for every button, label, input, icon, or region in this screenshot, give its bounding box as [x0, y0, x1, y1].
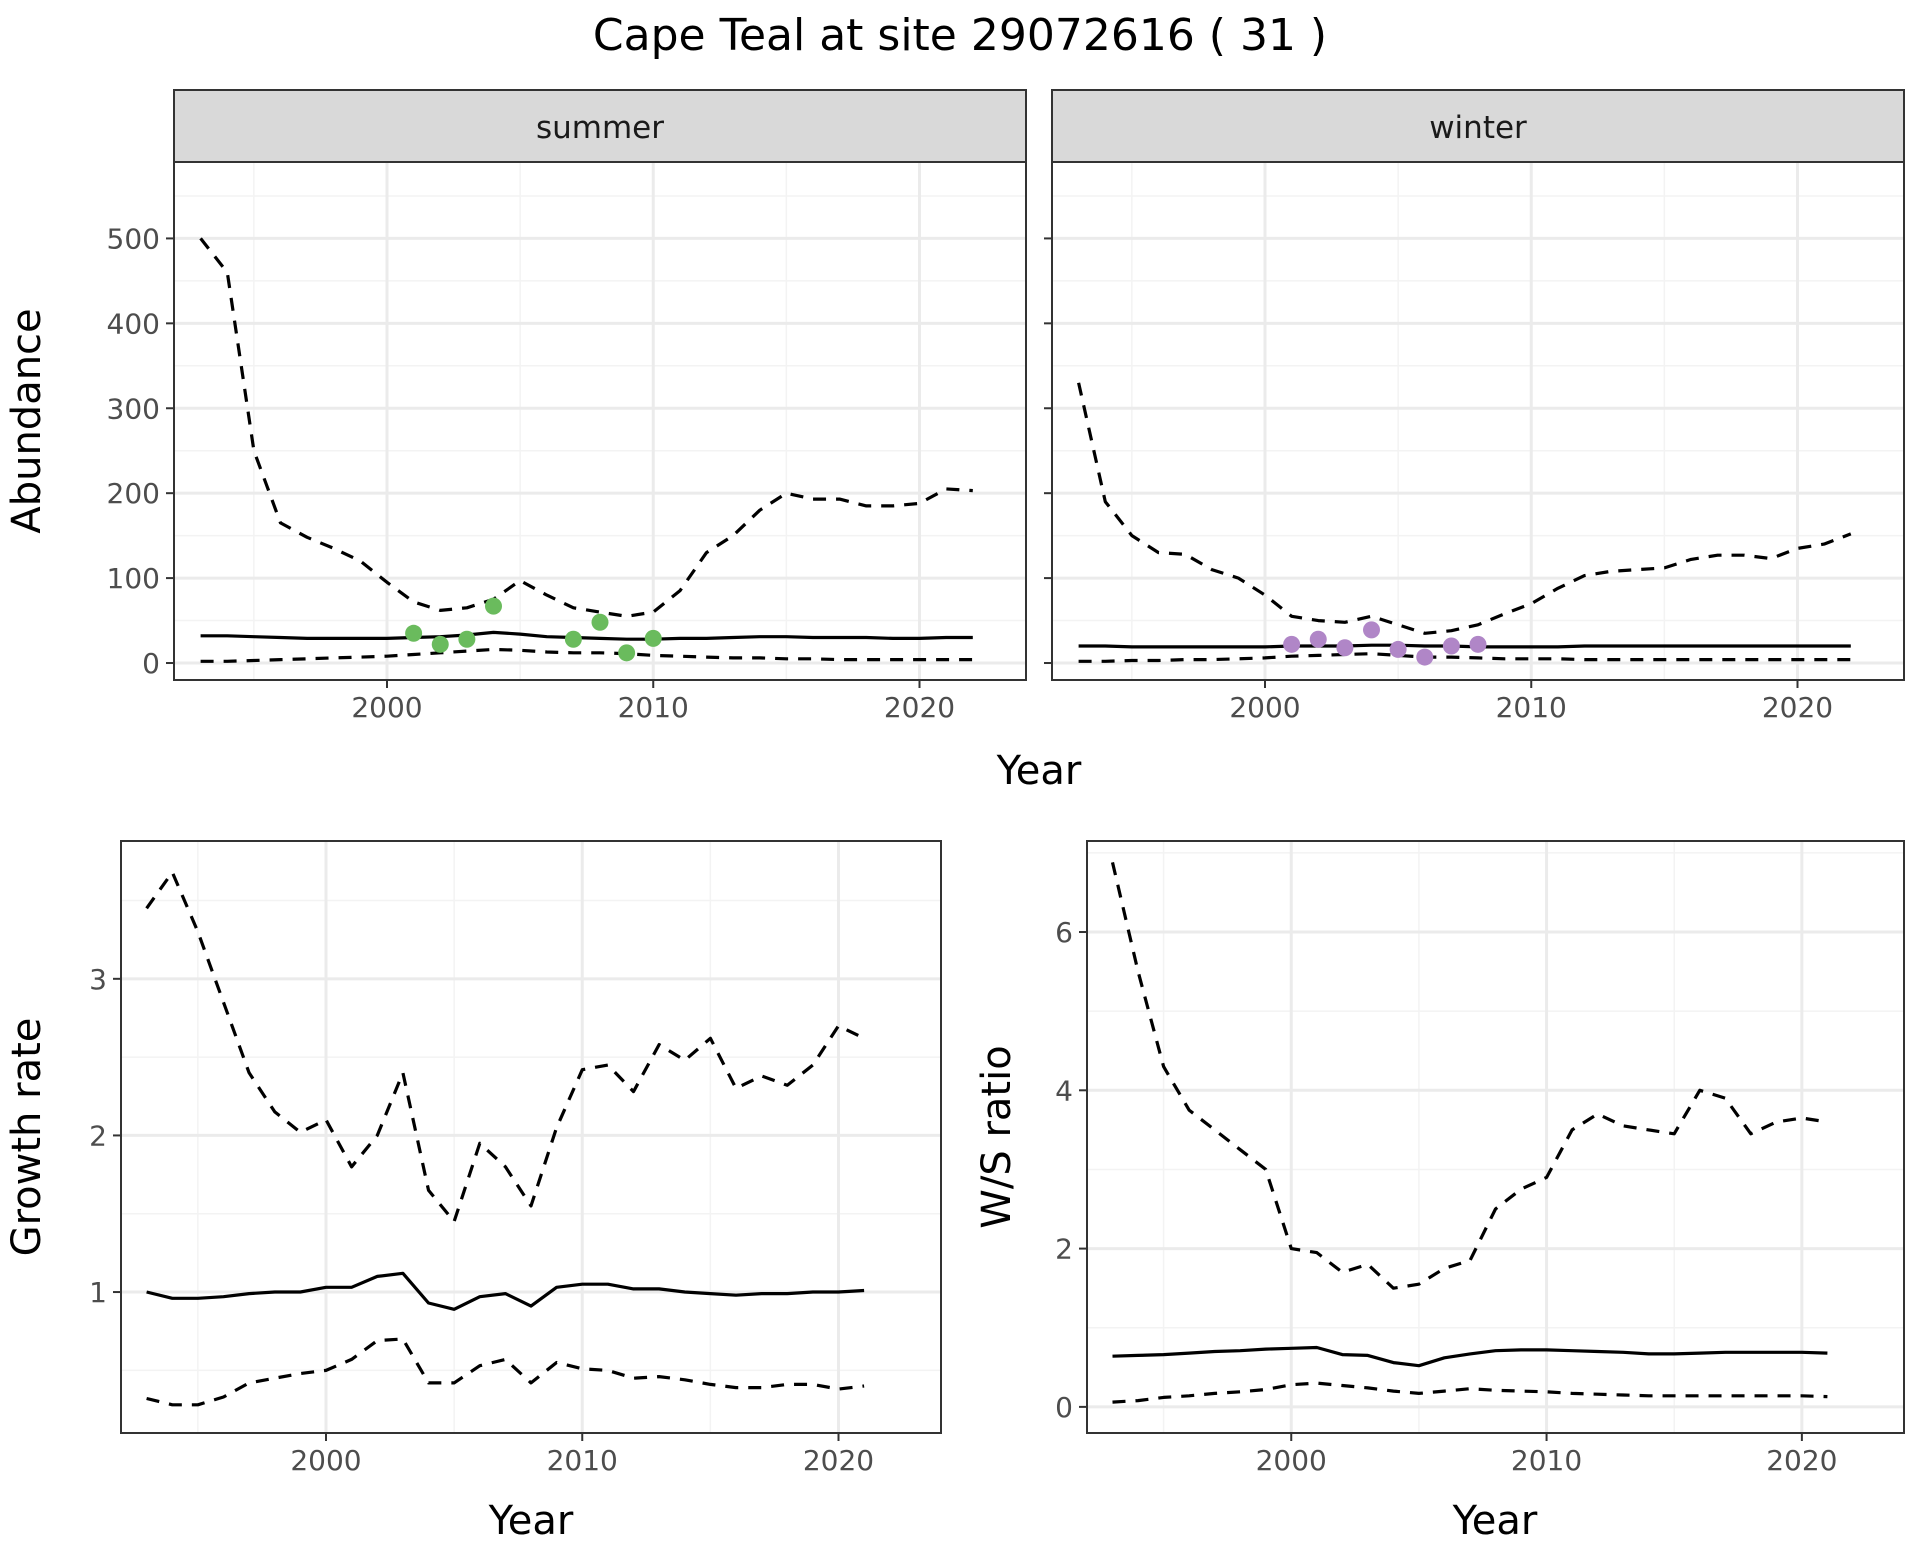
x-tick-label: 2020	[803, 1444, 874, 1477]
axes-ws-ratio: 2000 2010 2020 0 2 4 6	[1055, 916, 1837, 1477]
series-line-upper	[145, 870, 865, 1224]
y-tick-label: 1	[89, 1276, 107, 1309]
data-point	[1309, 630, 1327, 648]
y-tick-label: 2	[89, 1119, 107, 1152]
data-point	[458, 630, 476, 648]
marks-abundance-winter	[1077, 382, 1852, 666]
x-axis-title-abundance: Year	[996, 748, 1082, 794]
series-line-lower	[146, 1337, 865, 1407]
marks-abundance-summer	[199, 237, 973, 663]
grid-growth-rate	[121, 841, 941, 1433]
x-tick-label: 2000	[290, 1444, 361, 1477]
data-point	[1389, 640, 1407, 658]
data-point	[1442, 637, 1460, 655]
axes-abundance-summer: 2000 2010 2020 0 100 200 300 400 500	[107, 222, 956, 724]
y-axis-title-growth-rate: Growth rate	[4, 1018, 50, 1257]
series-line-lower	[1112, 1381, 1828, 1404]
y-tick-label: 200	[107, 477, 160, 510]
x-tick-label: 2000	[1256, 1444, 1327, 1477]
y-tick-label: 500	[107, 222, 160, 255]
y-tick-label: 0	[142, 647, 160, 680]
data-point	[591, 613, 609, 631]
series-line-upper	[1110, 862, 1828, 1290]
y-tick-label: 2	[1055, 1233, 1073, 1266]
x-axis-title-ws-ratio: Year	[1452, 1498, 1538, 1544]
series-line-estimate	[1112, 1345, 1828, 1368]
grid-abundance-winter	[1052, 162, 1904, 680]
y-axis-title-ws-ratio: W/S ratio	[974, 1045, 1020, 1228]
data-point	[644, 629, 662, 647]
data-point	[405, 624, 423, 642]
strip-background-summer	[173, 89, 1027, 163]
panel-border-ws-ratio	[1086, 840, 1905, 1434]
panel-growth-rate: 2000 2010 2020 1 2 3	[89, 840, 942, 1477]
series-line-estimate	[1078, 643, 1851, 649]
x-axis-title-growth-rate: Year	[488, 1498, 574, 1544]
x-tick-label: 2010	[1496, 691, 1567, 724]
series-line-upper	[1077, 382, 1852, 635]
y-tick-label: 0	[1055, 1391, 1073, 1424]
data-point	[564, 630, 582, 648]
y-tick-label: 300	[107, 392, 160, 425]
strip-background-winter	[1051, 89, 1905, 163]
x-tick-label: 2020	[1766, 1444, 1837, 1477]
axes-growth-rate: 2000 2010 2020 1 2 3	[89, 963, 874, 1477]
panel-abundance-winter: winter 2000 2010 2020	[1044, 89, 1905, 724]
y-tick-label: 3	[89, 963, 107, 996]
x-tick-label: 2000	[1229, 691, 1300, 724]
series-line-upper	[199, 237, 973, 618]
data-point	[1336, 639, 1354, 657]
series-line-estimate	[200, 630, 973, 641]
x-tick-label: 2010	[547, 1444, 618, 1477]
data-point	[618, 644, 636, 662]
y-axis-title-abundance: Abundance	[4, 308, 50, 533]
x-tick-label: 2010	[1511, 1444, 1582, 1477]
axes-abundance-winter: 2000 2010 2020	[1044, 237, 1833, 724]
y-tick-label: 4	[1055, 1074, 1073, 1107]
grid-ws-ratio	[1087, 841, 1904, 1433]
x-tick-label: 2020	[1762, 691, 1833, 724]
y-tick-label: 400	[107, 307, 160, 340]
grid-abundance-summer	[174, 162, 1026, 680]
strip-label-summer: summer	[536, 110, 664, 146]
data-point	[485, 597, 502, 615]
y-tick-label: 100	[107, 562, 160, 595]
panel-border-winter	[1051, 161, 1905, 681]
data-point	[1363, 621, 1380, 639]
panel-abundance-summer: summer 2000 2010 2020 0 100 200 300 400 500	[107, 89, 1027, 724]
data-point	[1283, 635, 1301, 653]
data-point	[1416, 648, 1434, 666]
x-tick-label: 2000	[351, 691, 422, 724]
panel-border-summer	[173, 161, 1027, 681]
marks-ws-ratio	[1110, 862, 1828, 1404]
panel-ws-ratio: 2000 2010 2020 0 2 4 6	[1055, 840, 1905, 1477]
y-tick-label: 6	[1055, 916, 1073, 949]
panel-border-growth-rate	[120, 840, 942, 1434]
figure-title: Cape Teal at site 29072616 ( 31 )	[593, 10, 1327, 61]
series-line-lower	[1078, 652, 1851, 663]
x-tick-label: 2020	[884, 691, 955, 724]
marks-growth-rate	[145, 870, 865, 1407]
series-line-estimate	[146, 1271, 865, 1311]
series-line-lower	[200, 647, 973, 663]
data-point	[1469, 635, 1487, 653]
x-tick-label: 2010	[618, 691, 689, 724]
strip-label-winter: winter	[1429, 110, 1527, 146]
data-point	[431, 635, 449, 653]
